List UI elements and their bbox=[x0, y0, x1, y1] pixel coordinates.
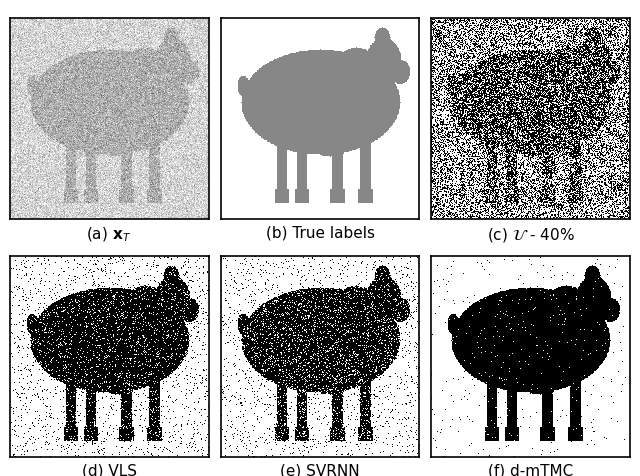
X-axis label: (b) True labels: (b) True labels bbox=[266, 226, 374, 240]
X-axis label: (c) $\mathcal{U}$ - 40%: (c) $\mathcal{U}$ - 40% bbox=[487, 226, 575, 243]
X-axis label: (a) $\mathbf{x}_T$: (a) $\mathbf{x}_T$ bbox=[86, 226, 132, 244]
X-axis label: (d) VLS: (d) VLS bbox=[81, 463, 136, 476]
X-axis label: (f) d-mTMC: (f) d-mTMC bbox=[488, 463, 573, 476]
X-axis label: (e) SVRNN: (e) SVRNN bbox=[280, 463, 360, 476]
